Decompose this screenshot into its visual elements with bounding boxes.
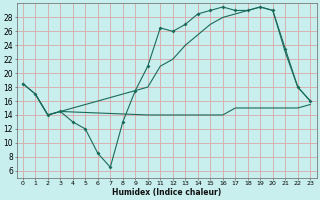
X-axis label: Humidex (Indice chaleur): Humidex (Indice chaleur): [112, 188, 221, 197]
